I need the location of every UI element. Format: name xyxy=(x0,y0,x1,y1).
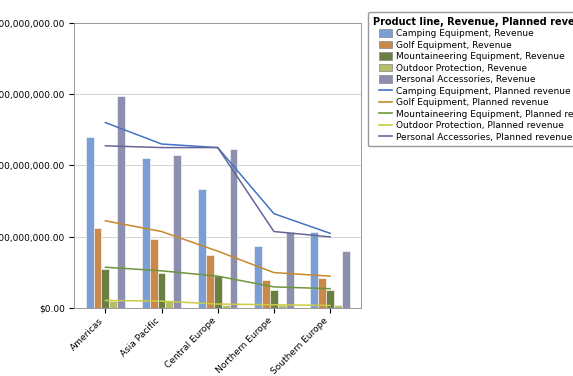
Bar xyxy=(278,305,286,308)
Bar xyxy=(222,305,230,308)
Bar xyxy=(270,290,278,308)
Bar xyxy=(254,246,262,308)
Bar xyxy=(262,280,270,308)
Bar xyxy=(326,290,334,308)
Bar xyxy=(109,301,117,308)
Bar xyxy=(101,269,109,308)
Bar xyxy=(142,158,150,308)
Bar xyxy=(150,239,158,308)
Bar xyxy=(166,301,174,308)
Bar xyxy=(93,228,101,308)
Bar xyxy=(334,305,342,308)
Bar xyxy=(117,96,125,308)
Bar xyxy=(342,251,350,308)
Bar xyxy=(286,232,293,308)
Bar xyxy=(86,137,93,308)
Bar xyxy=(311,232,318,308)
Bar xyxy=(318,278,326,308)
Bar xyxy=(198,189,206,308)
Bar xyxy=(158,273,166,308)
Bar xyxy=(214,276,222,308)
Bar xyxy=(230,149,237,308)
Legend: Camping Equipment, Revenue, Golf Equipment, Revenue, Mountaineering Equipment, R: Camping Equipment, Revenue, Golf Equipme… xyxy=(368,12,573,146)
Bar xyxy=(174,155,181,308)
Bar xyxy=(206,255,214,308)
